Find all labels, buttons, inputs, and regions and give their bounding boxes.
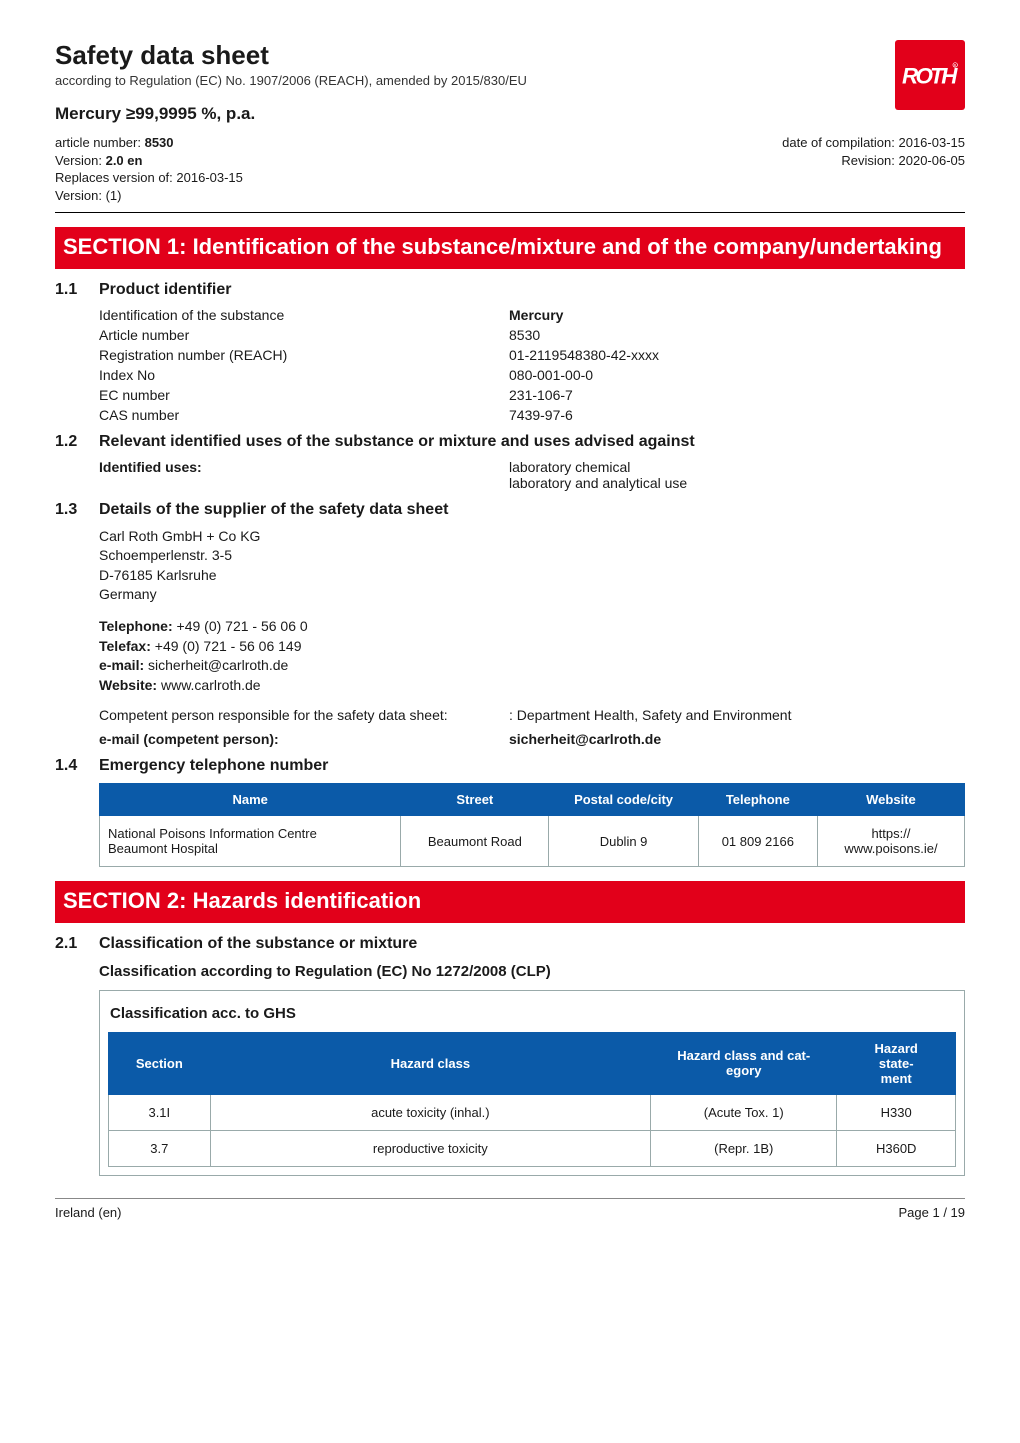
- table-caption: Classification acc. to GHS: [100, 997, 964, 1026]
- supplier-addr: Schoemperlenstr. 3-5: [99, 546, 965, 566]
- subsection-title: Product identifier: [99, 281, 231, 299]
- property-label: Registration number (REACH): [99, 347, 509, 363]
- property-value: 231-106-7: [509, 387, 573, 403]
- section-1-header: SECTION 1: Identification of the substan…: [55, 227, 965, 269]
- classification-table: SectionHazard classHazard class and cat-…: [108, 1032, 956, 1167]
- competent-label: Competent person responsible for the saf…: [99, 707, 509, 723]
- subsection-title: Relevant identified uses of the substanc…: [99, 433, 695, 451]
- footer-right: Page 1 / 19: [899, 1205, 966, 1220]
- subsection-1-1: 1.1 Product identifier: [55, 281, 965, 299]
- divider: [55, 212, 965, 213]
- column-header: Name: [100, 784, 401, 816]
- column-header: Hazard class and cat-egory: [651, 1032, 837, 1094]
- replaces-line: Replaces version of: 2016-03-15: [55, 169, 243, 187]
- property-label: EC number: [99, 387, 509, 403]
- product-name: Mercury ≥99,9995 %, p.a.: [55, 104, 965, 124]
- article-label: article number:: [55, 135, 145, 150]
- telephone-label: Telephone:: [99, 618, 173, 634]
- property-label: Article number: [99, 327, 509, 343]
- table-cell: Beaumont Road: [401, 816, 549, 867]
- emergency-table: NameStreetPostal code/cityTelephoneWebsi…: [99, 783, 965, 867]
- table-cell: 3.1I: [109, 1094, 211, 1130]
- footer-left: Ireland (en): [55, 1205, 121, 1220]
- property-value: 080-001-00-0: [509, 367, 593, 383]
- subsection-number: 1.2: [55, 433, 99, 451]
- column-header: Hazardstate-ment: [837, 1032, 956, 1094]
- email-label: e-mail:: [99, 657, 144, 673]
- column-header: Section: [109, 1032, 211, 1094]
- website-label: Website:: [99, 677, 157, 693]
- table-cell: https:// www.poisons.ie/: [817, 816, 964, 867]
- property-label: Identification of the substance: [99, 307, 509, 323]
- version-label: Version:: [55, 153, 106, 168]
- subsection-1-2: 1.2 Relevant identified uses of the subs…: [55, 433, 965, 451]
- table-cell: reproductive toxicity: [210, 1130, 650, 1166]
- email-value: sicherheit@carlroth.de: [144, 657, 288, 673]
- email-competent-label: e-mail (competent person):: [99, 731, 509, 747]
- email-competent-value: sicherheit@carlroth.de: [509, 731, 661, 747]
- column-header: Postal code/city: [549, 784, 698, 816]
- subsection-title: Emergency telephone number: [99, 757, 328, 775]
- subsection-title: Details of the supplier of the safety da…: [99, 501, 448, 519]
- subsection-number: 1.4: [55, 757, 99, 775]
- property-value: 8530: [509, 327, 540, 343]
- table-cell: H330: [837, 1094, 956, 1130]
- column-header: Website: [817, 784, 964, 816]
- doc-title: Safety data sheet: [55, 40, 965, 71]
- table-cell: (Repr. 1B): [651, 1130, 837, 1166]
- logo: R O T H R: [895, 40, 965, 110]
- column-header: Street: [401, 784, 549, 816]
- meta-row: article number: 8530 Version: 2.0 en Rep…: [55, 134, 965, 204]
- subsection-title: Classification of the substance or mixtu…: [99, 935, 417, 953]
- table-cell: H360D: [837, 1130, 956, 1166]
- website-value: www.carlroth.de: [157, 677, 260, 693]
- subsection-number: 2.1: [55, 935, 99, 953]
- table-cell: (Acute Tox. 1): [651, 1094, 837, 1130]
- identified-uses-value: laboratory and analytical use: [509, 475, 687, 491]
- classification-subtitle: Classification according to Regulation (…: [99, 961, 965, 982]
- classification-box: Classification acc. to GHS SectionHazard…: [99, 990, 965, 1176]
- supplier-addr: Germany: [99, 585, 965, 605]
- table-cell: 01 809 2166: [698, 816, 817, 867]
- subsection-number: 1.3: [55, 501, 99, 519]
- table-row: 3.7reproductive toxicity(Repr. 1B)H360D: [109, 1130, 956, 1166]
- table-cell: National Poisons Information Centre Beau…: [100, 816, 401, 867]
- page-footer: Ireland (en) Page 1 / 19: [55, 1198, 965, 1220]
- doc-subtitle: according to Regulation (EC) No. 1907/20…: [55, 73, 965, 88]
- supplier-addr: D-76185 Karlsruhe: [99, 566, 965, 586]
- table-row: National Poisons Information Centre Beau…: [100, 816, 965, 867]
- subsection-2-1: 2.1 Classification of the substance or m…: [55, 935, 965, 953]
- table-cell: Dublin 9: [549, 816, 698, 867]
- table-cell: 3.7: [109, 1130, 211, 1166]
- competent-value: : Department Health, Safety and Environm…: [509, 707, 791, 723]
- subsection-number: 1.1: [55, 281, 99, 299]
- column-header: Telephone: [698, 784, 817, 816]
- property-label: CAS number: [99, 407, 509, 423]
- subsection-1-3: 1.3 Details of the supplier of the safet…: [55, 501, 965, 519]
- telefax-value: +49 (0) 721 - 56 06 149: [151, 638, 302, 654]
- subsection-1-4: 1.4 Emergency telephone number: [55, 757, 965, 775]
- telefax-label: Telefax:: [99, 638, 151, 654]
- property-value: 7439-97-6: [509, 407, 573, 423]
- version-value: 2.0 en: [106, 153, 143, 168]
- section-2-header: SECTION 2: Hazards identification: [55, 881, 965, 923]
- telephone-value: +49 (0) 721 - 56 06 0: [173, 618, 308, 634]
- table-cell: acute toxicity (inhal.): [210, 1094, 650, 1130]
- compiled-date: date of compilation: 2016-03-15: [782, 134, 965, 152]
- column-header: Hazard class: [210, 1032, 650, 1094]
- identified-uses-label: Identified uses:: [99, 459, 509, 491]
- replaces-version: Version: (1): [55, 187, 243, 205]
- article-number: 8530: [145, 135, 174, 150]
- property-label: Index No: [99, 367, 509, 383]
- property-value: Mercury: [509, 307, 563, 323]
- revision-date: Revision: 2020-06-05: [782, 152, 965, 170]
- supplier-addr: Carl Roth GmbH + Co KG: [99, 527, 965, 547]
- property-value: 01-2119548380-42-xxxx: [509, 347, 659, 363]
- identified-uses-value: laboratory chemical: [509, 459, 687, 475]
- table-row: 3.1Iacute toxicity (inhal.)(Acute Tox. 1…: [109, 1094, 956, 1130]
